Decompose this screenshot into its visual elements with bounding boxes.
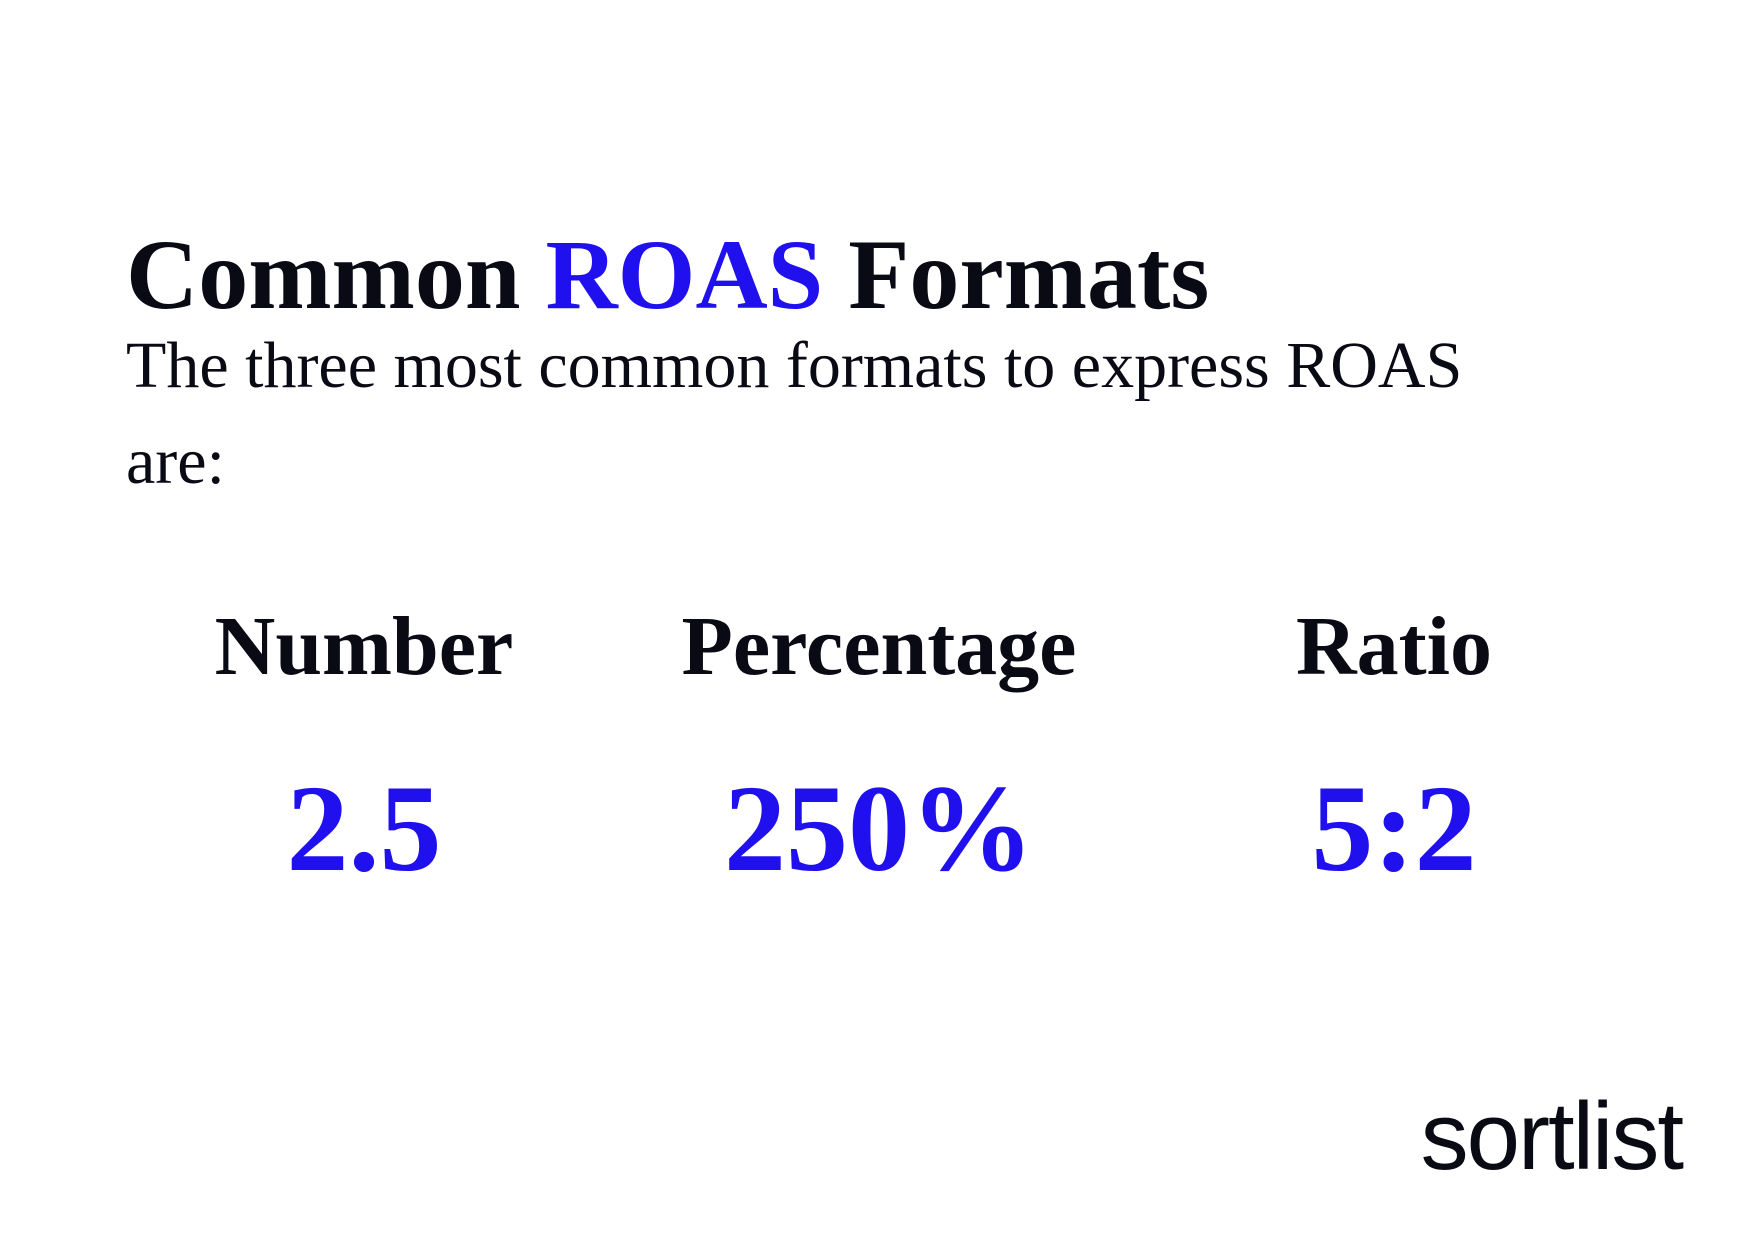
title-highlight: ROAS [545,219,824,330]
page-title: Common ROAS Formats [126,217,1209,332]
format-value-ratio: 5:2 [1311,760,1477,897]
format-value-number: 2.5 [286,760,442,897]
format-label-percentage: Percentage [681,600,1077,693]
format-value-percentage: 250% [724,760,1034,897]
sortlist-logo: sortlist [1420,1083,1684,1190]
format-label-ratio: Ratio [1296,600,1492,693]
intro-text: The three most common formats to express… [126,329,1463,498]
format-label-number: Number [214,600,514,693]
title-prefix: Common [126,219,546,330]
title-suffix: Formats [823,219,1210,330]
